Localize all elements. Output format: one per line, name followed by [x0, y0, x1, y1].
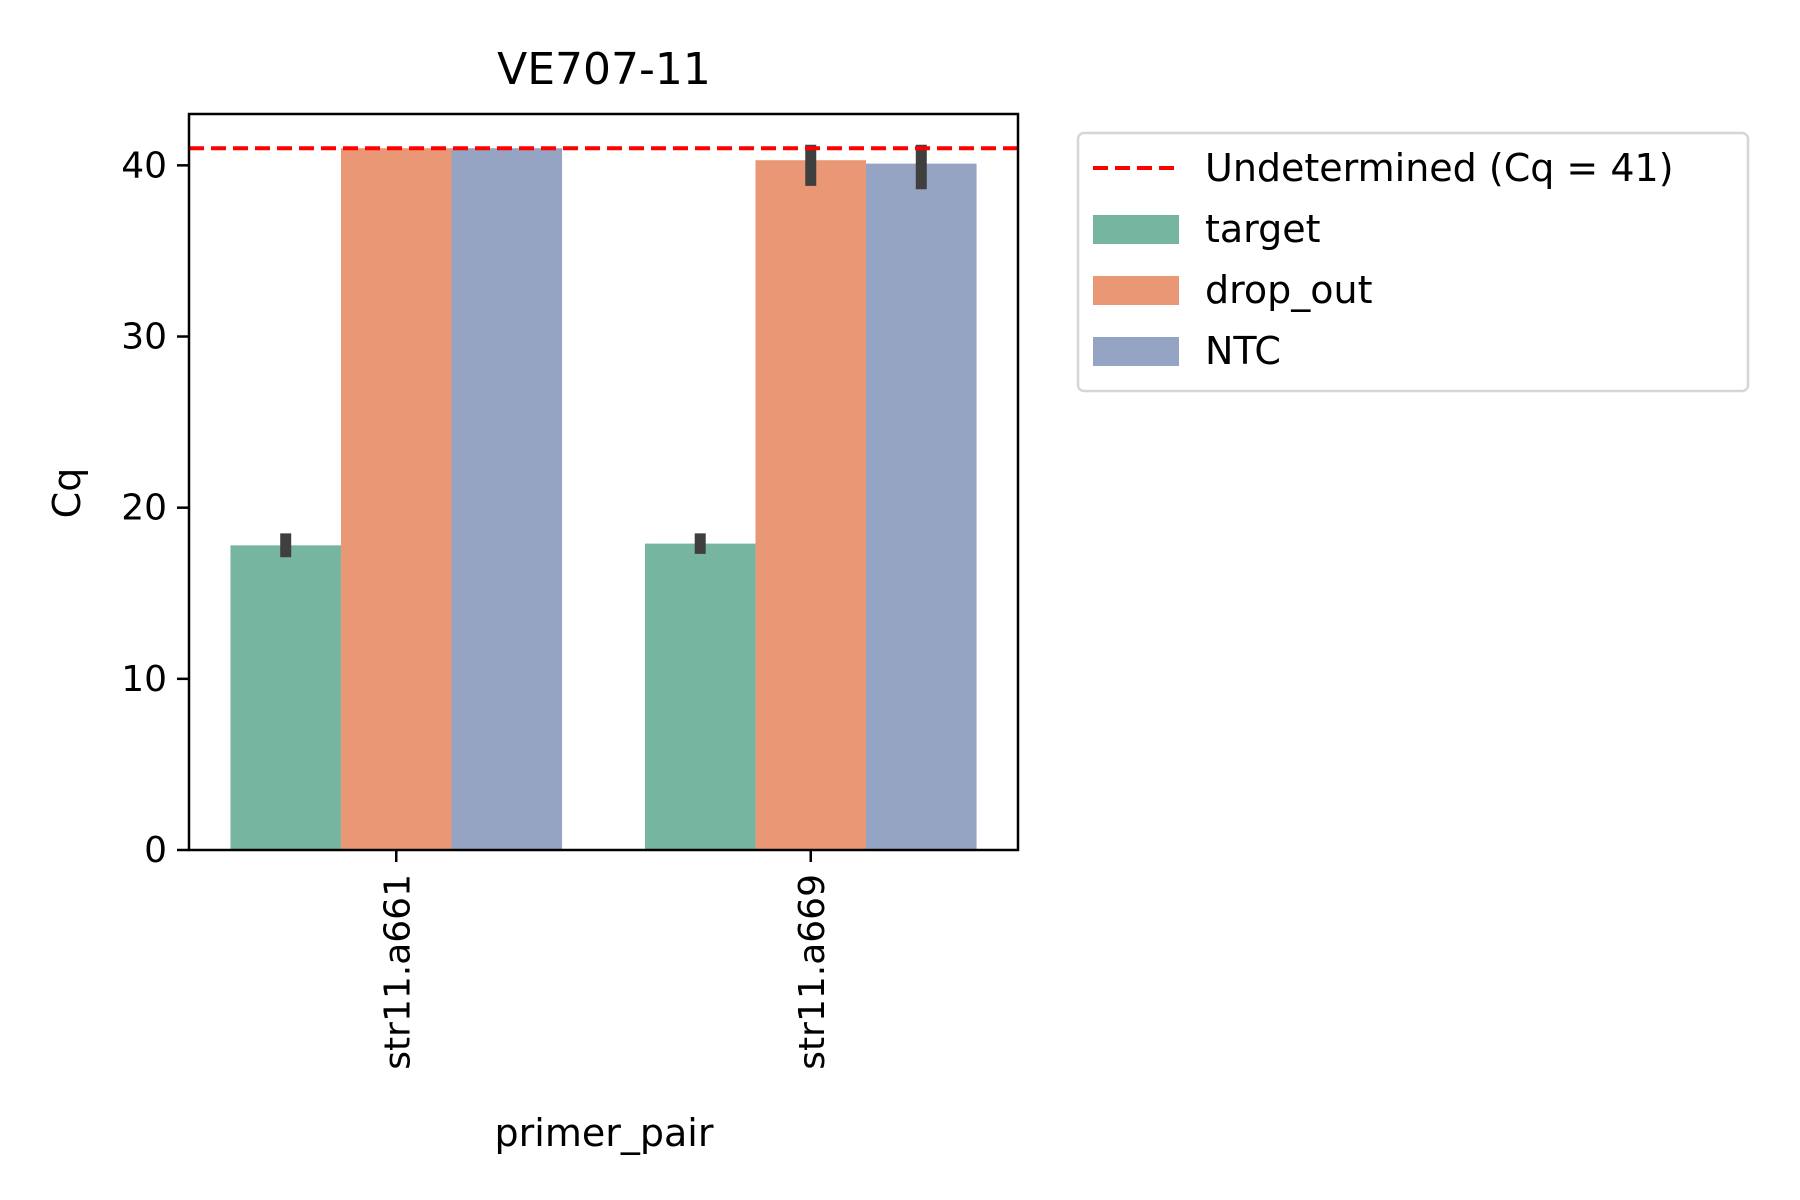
x-tick-label-0: str11.a661: [377, 874, 418, 1070]
legend-swatch-NTC: [1093, 337, 1179, 366]
plot-area: [189, 144, 1018, 851]
legend-label-target: target: [1205, 207, 1321, 251]
x-axis-label: primer_pair: [495, 1111, 714, 1155]
plot-frame: [187, 112, 1020, 852]
legend-box: [1076, 131, 1750, 393]
legend-swatch-target: [1093, 215, 1179, 244]
y-tick-label-0: 0: [144, 830, 167, 871]
y-tick-label-2: 20: [121, 488, 167, 529]
chart-title: VE707-11: [497, 44, 711, 95]
bar-target-0: [230, 545, 341, 850]
legend-label-reference: Undetermined (Cq = 41): [1205, 146, 1674, 190]
bar-drop_out-1: [755, 160, 867, 850]
bar-NTC-1: [866, 163, 977, 850]
bar-target-1: [644, 543, 756, 850]
x-tick-label-1: str11.a669: [792, 874, 833, 1070]
y-tick-label-4: 40: [121, 145, 167, 186]
bar-drop_out-0: [340, 148, 452, 851]
bar-NTC-0: [451, 148, 563, 851]
legend-swatch-drop_out: [1093, 276, 1179, 305]
legend-label-drop_out: drop_out: [1205, 268, 1373, 312]
axes: 0 10 20 30 40 str11.a661 str11.a669: [121, 112, 1020, 1070]
legend: Undetermined (Cq = 41) target drop_out NTC: [1076, 131, 1750, 393]
y-axis-label: Cq: [45, 468, 89, 519]
y-tick-label-1: 10: [121, 659, 167, 700]
y-tick-label-3: 30: [121, 317, 167, 358]
legend-label-NTC: NTC: [1205, 329, 1281, 373]
